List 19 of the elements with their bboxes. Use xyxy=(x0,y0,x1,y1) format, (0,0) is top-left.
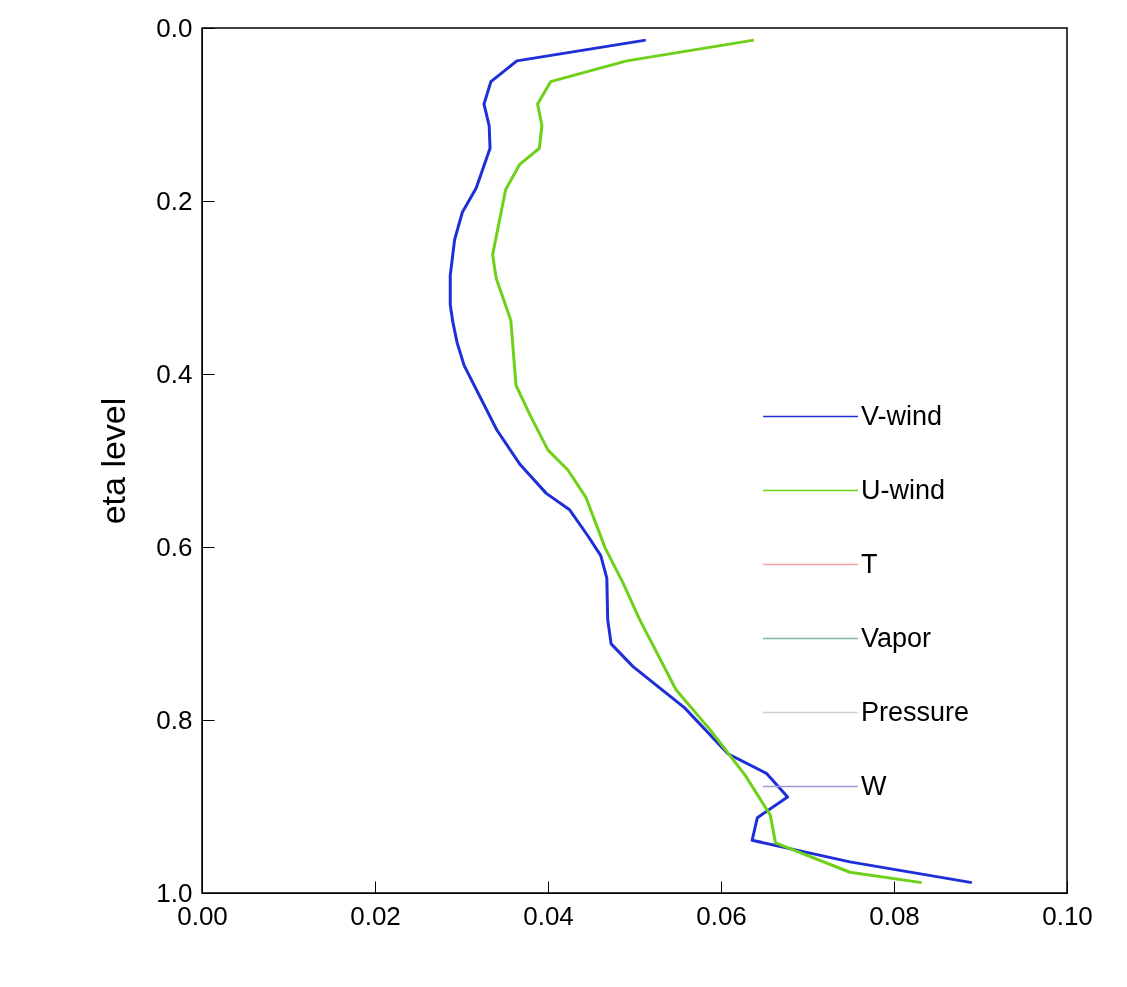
y-tick-label: 0.0 xyxy=(156,12,193,43)
x-tick-label: 0.10 xyxy=(1042,900,1093,931)
legend-label: Vapor xyxy=(861,622,932,653)
y-tick-label: 0.4 xyxy=(156,358,193,389)
y-tick-label: 1.0 xyxy=(156,877,193,908)
x-tick-label: 0.08 xyxy=(869,900,920,931)
y-tick-label: 0.6 xyxy=(156,531,193,562)
legend-label: T xyxy=(861,548,878,579)
x-tick-label: 0.06 xyxy=(696,900,747,931)
line-series xyxy=(448,38,974,885)
y-axis-title: eta level xyxy=(94,397,133,525)
legend-label: U-wind xyxy=(861,474,946,505)
y-tick-label: 0.2 xyxy=(156,185,193,216)
y-tick-label: 0.8 xyxy=(156,704,193,735)
legend-label: Pressure xyxy=(861,696,970,727)
legend-label: W xyxy=(861,770,887,801)
x-tick-label: 0.02 xyxy=(350,900,401,931)
x-tick-label: 0.04 xyxy=(523,900,574,931)
legend-label: V-wind xyxy=(861,400,943,431)
